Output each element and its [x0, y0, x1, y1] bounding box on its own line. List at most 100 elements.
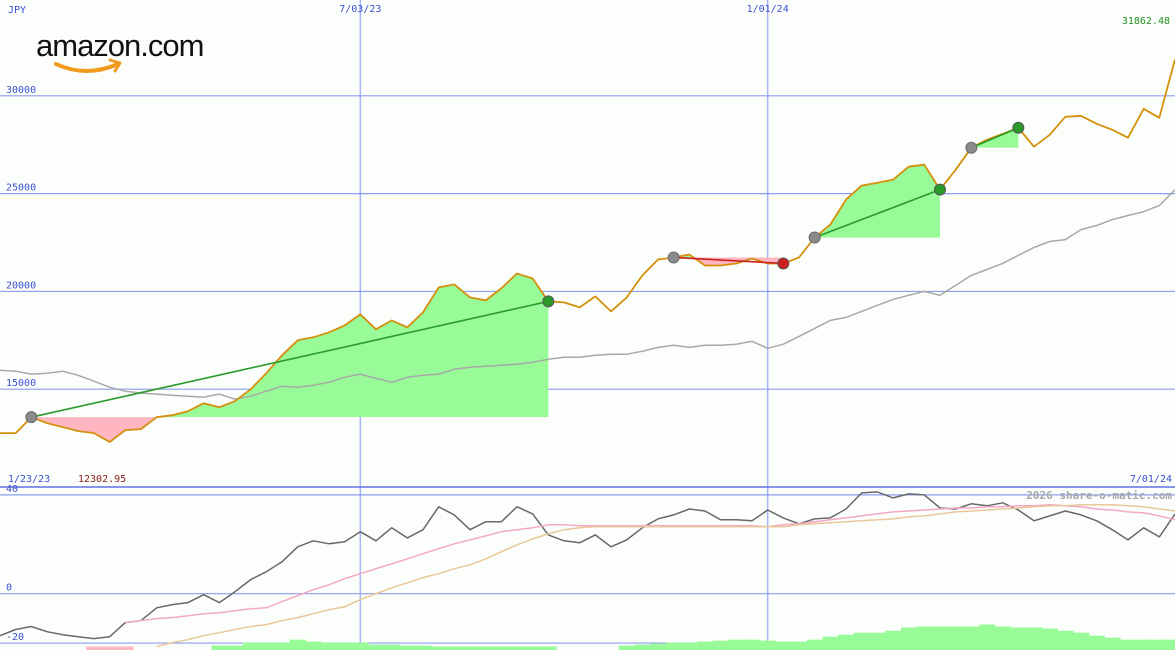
trade-line — [31, 300, 549, 418]
x-range-end: 7/01/24 — [1130, 474, 1172, 485]
series-line — [0, 491, 1175, 640]
histogram-bar — [321, 642, 338, 650]
histogram-bar — [1026, 627, 1043, 650]
histogram-bar — [1151, 639, 1168, 650]
histogram-bar — [618, 645, 635, 650]
histogram-bar — [900, 627, 917, 650]
y-tick-label: 15000 — [6, 378, 36, 389]
histogram-bar — [963, 626, 980, 650]
histogram-bar — [477, 646, 494, 650]
low-price: 12302.95 — [78, 474, 126, 485]
histogram-bar — [806, 639, 823, 650]
histogram-bar — [634, 644, 651, 650]
trade-exit — [934, 183, 946, 196]
histogram-bar — [744, 639, 761, 650]
histogram-bar — [650, 643, 667, 650]
trade-loss-area — [31, 417, 549, 442]
histogram-bar — [1135, 639, 1152, 650]
y-tick-label: -20 — [6, 632, 24, 643]
histogram-bar — [211, 645, 228, 650]
histogram-bar — [415, 645, 432, 650]
histogram-bar — [493, 646, 510, 650]
histogram-bar — [446, 646, 463, 650]
trade-line — [673, 256, 784, 265]
histogram-bar — [524, 646, 541, 650]
trade-line — [971, 127, 1019, 149]
trade-gain-area — [31, 273, 549, 418]
trade-gain-area — [673, 254, 784, 258]
y-tick-label: 40 — [6, 484, 18, 495]
histogram-bar — [759, 640, 776, 650]
histogram-bar — [227, 645, 244, 650]
series-line — [125, 504, 1175, 624]
lines-layer — [0, 59, 1175, 648]
histogram-bar — [274, 642, 291, 650]
histogram-bar — [1104, 637, 1121, 650]
y-tick-label: 25000 — [6, 183, 36, 194]
trade-entry — [667, 251, 680, 264]
trade-exit — [777, 257, 790, 270]
histogram-bar — [430, 646, 447, 650]
credit: 2026 share-o-matic.com — [1026, 489, 1172, 502]
histogram-bar — [979, 624, 996, 650]
y-tick-label: 0 — [6, 583, 12, 594]
histogram-bar — [853, 632, 870, 650]
histogram-bar — [101, 646, 118, 650]
x-range-start: 1/23/23 — [8, 474, 50, 485]
histogram-bar — [305, 641, 322, 650]
histogram-bar — [712, 640, 729, 650]
histogram-bar — [1073, 632, 1090, 650]
top-layer: JPY amazon.com 31862.48 12302.95 2026 sh… — [6, 4, 1172, 643]
histogram-bar — [932, 626, 949, 650]
y-tick-label: 20000 — [6, 280, 36, 291]
histogram-bar — [336, 642, 353, 650]
histogram-bar — [838, 634, 855, 650]
histogram-bar — [681, 642, 698, 650]
histogram-bar — [399, 645, 416, 650]
histogram-bar — [665, 642, 682, 650]
x-tick-label: 1/01/24 — [747, 4, 789, 15]
trade-entry — [25, 411, 38, 424]
histogram-bar — [462, 646, 479, 650]
trade-line — [814, 188, 941, 239]
histogram-bar — [869, 632, 886, 650]
histogram-bar — [509, 646, 526, 650]
histogram-bar — [916, 626, 933, 650]
histogram-bar — [352, 642, 369, 650]
x-tick-label: 7/03/23 — [339, 4, 381, 15]
series-line — [0, 189, 1175, 400]
histogram-bar — [947, 626, 964, 650]
histogram-bar — [1010, 627, 1027, 650]
histogram-bar — [697, 641, 714, 650]
logo-smile — [54, 62, 120, 73]
trade-entry — [808, 231, 821, 244]
trade-entry — [965, 141, 978, 154]
histogram-bar — [258, 642, 275, 650]
histogram-bar — [86, 646, 103, 650]
series-line — [156, 504, 1175, 648]
histogram-bar — [822, 636, 839, 650]
histogram-bar — [1057, 630, 1074, 650]
histogram-bar — [994, 626, 1011, 650]
histogram-bar — [117, 646, 134, 650]
histogram-bar — [368, 644, 385, 650]
histogram-bar — [1088, 635, 1105, 650]
trade-exit — [1012, 121, 1025, 134]
trade-exit — [542, 295, 555, 308]
logo-text: amazon.com — [36, 28, 203, 63]
y-tick-label: 30000 — [6, 85, 36, 96]
histogram-bar — [775, 641, 792, 650]
histogram-bar — [1167, 639, 1175, 650]
histogram-bar — [540, 646, 557, 650]
histogram-bar — [728, 639, 745, 650]
histogram-bar — [383, 644, 400, 650]
trade-gain-area — [814, 164, 940, 238]
histogram-bar — [242, 642, 259, 650]
histogram-bar — [1041, 628, 1058, 650]
histogram-bar — [791, 641, 808, 650]
histogram-bar — [289, 639, 306, 650]
last-price: 31862.48 — [1122, 16, 1170, 27]
logo-arrow — [108, 58, 122, 73]
